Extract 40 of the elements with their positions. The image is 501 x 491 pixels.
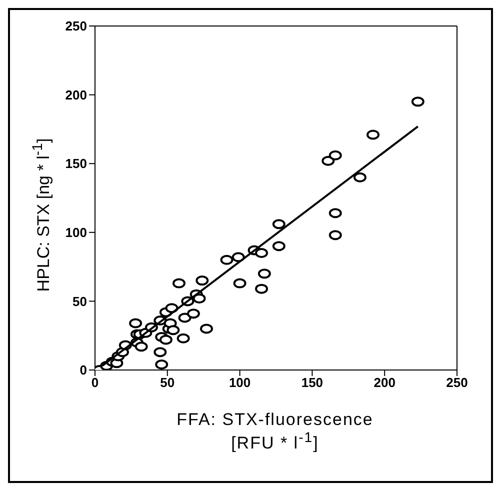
point	[328, 150, 342, 160]
point	[255, 284, 268, 294]
x-tick-label: 250	[446, 375, 468, 390]
point	[178, 312, 192, 323]
point	[176, 333, 190, 344]
y-tick-label: 250	[65, 18, 87, 34]
point	[411, 96, 424, 107]
point	[272, 241, 286, 252]
point	[272, 219, 286, 230]
x-tick-label: 50	[160, 375, 175, 390]
point	[200, 324, 213, 334]
y-tick-label: 50	[72, 294, 87, 309]
x-tick-label: 100	[228, 375, 251, 390]
point	[155, 359, 168, 370]
point	[328, 208, 342, 218]
y-tick-label: 0	[80, 362, 87, 378]
point	[220, 254, 234, 265]
x-tick-label: 200	[374, 375, 396, 390]
point	[159, 334, 172, 345]
point	[192, 293, 206, 304]
x-tick-label: 150	[301, 375, 324, 390]
point	[322, 156, 335, 166]
point	[172, 278, 186, 288]
y-tick-label: 200	[65, 87, 87, 102]
x-tick-label: 0	[91, 375, 99, 390]
point	[258, 268, 271, 279]
point	[166, 325, 180, 336]
point	[353, 172, 366, 182]
point	[233, 278, 246, 288]
point	[328, 230, 342, 240]
y-tick-label: 100	[65, 225, 87, 240]
point	[255, 248, 268, 258]
point	[186, 308, 200, 319]
point	[366, 130, 380, 140]
point	[129, 318, 142, 328]
y-tick-label: 150	[65, 156, 87, 172]
point	[154, 347, 167, 358]
point	[196, 276, 209, 286]
x-axis-title: FFA: STX-fluorescence [RFU * l$^{-1}$]	[176, 410, 374, 454]
point	[134, 342, 148, 352]
